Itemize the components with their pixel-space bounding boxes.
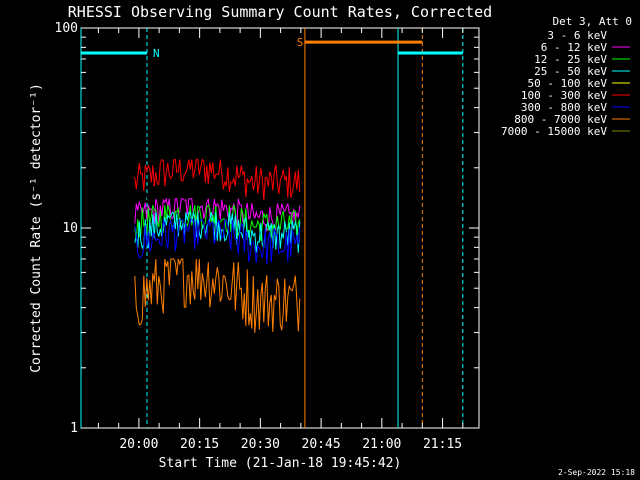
legend-entry-label: 100 - 300 keV	[521, 89, 607, 102]
legend-entry-label: 50 - 100 keV	[528, 77, 608, 90]
legend-entry-label: 7000 - 15000 keV	[501, 125, 607, 138]
x-tick-label: 21:15	[423, 437, 462, 452]
x-tick-label: 20:30	[241, 437, 280, 452]
flag-label: S	[297, 36, 304, 49]
series-line	[134, 197, 301, 234]
legend-entry-label: 800 - 7000 keV	[514, 113, 607, 126]
series-line	[134, 258, 301, 333]
legend-entry-label: 12 - 25 keV	[534, 53, 607, 66]
legend-entry-label: 6 - 12 keV	[541, 41, 608, 54]
legend-entry-label: 300 - 800 keV	[521, 101, 607, 114]
plot-area: NS	[80, 28, 464, 428]
footer-date: 2-Sep-2022 15:18	[558, 468, 635, 477]
series-line	[134, 158, 301, 201]
y-tick-label: 1	[70, 421, 78, 436]
legend-entry-label: 3 - 6 keV	[547, 29, 607, 42]
x-axis-label: Start Time (21-Jan-18 19:45:42)	[159, 456, 402, 471]
x-tick-label: 20:15	[180, 437, 219, 452]
y-tick-label: 100	[55, 21, 78, 36]
flag-label: N	[153, 47, 160, 60]
series-line	[134, 219, 301, 265]
legend-entry-label: 25 - 50 keV	[534, 65, 607, 78]
x-tick-label: 20:45	[302, 437, 341, 452]
y-tick-label: 10	[62, 221, 78, 236]
x-tick-label: 21:00	[362, 437, 401, 452]
series-line	[134, 191, 301, 225]
y-axis-label: Corrected Count Rate (s⁻¹ detector⁻¹)	[29, 83, 44, 373]
y-axis: 1 10 100	[55, 21, 479, 436]
x-tick-label: 20:00	[119, 437, 158, 452]
x-axis: 20:00 20:15 20:30 20:45 21:00 21:15	[97, 28, 464, 452]
legend-title: Det 3, Att 0	[553, 15, 632, 28]
chart-title: RHESSI Observing Summary Count Rates, Co…	[68, 3, 492, 21]
